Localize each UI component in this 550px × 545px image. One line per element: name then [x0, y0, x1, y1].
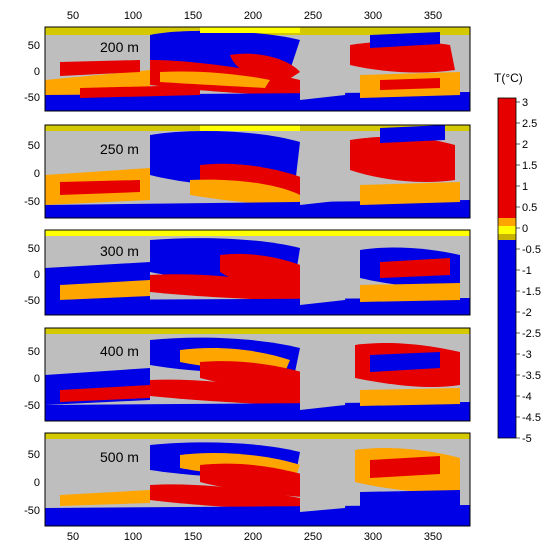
colorbar-cold-segment: [498, 240, 516, 438]
panel-300m-field: [45, 230, 470, 315]
panel-400m: 400 m 50 0 -50: [24, 327, 471, 422]
panel-250m-frame: [44, 124, 471, 219]
bottom-x-tick-label: 200: [244, 531, 262, 543]
panel-200m-frame: [44, 26, 471, 112]
colorbar-tick-label: 1.5: [522, 160, 537, 172]
y-tick-label: -50: [24, 92, 40, 104]
colorbar-tick-label: 2.5: [522, 118, 537, 130]
panel-500m-field: [45, 433, 470, 526]
panel-400m-frame: [44, 327, 471, 422]
colorbar-orange-segment: [498, 218, 516, 226]
top-x-tick-label: 300: [364, 10, 382, 22]
colorbar-tick-label: 2: [522, 139, 528, 151]
bottom-x-tick-label: 350: [424, 531, 442, 543]
colorbar-tick-label: -4.5: [522, 412, 541, 424]
panel-200m: 200 m 50 0 -50: [24, 26, 471, 112]
top-x-tick-label: 50: [67, 10, 79, 22]
colorbar-olive-segment: [498, 234, 516, 240]
top-x-tick-label: 200: [244, 10, 262, 22]
y-tick-label: -50: [24, 505, 40, 517]
top-x-tick-label: 350: [424, 10, 442, 22]
y-tick-label: 0: [34, 477, 40, 489]
colorbar-yellow-segment: [498, 226, 516, 234]
colorbar-tick-labels: 3 2.5 2 1.5 1 0.5 0 -0.5 -1 -1.5 -2 -2.5 -3 -3.5 -4 -4.…: [516, 97, 541, 445]
panel-400m-label: 400 m: [100, 343, 139, 359]
top-x-tick-labels: 50 100 150 200 250 300 350: [67, 10, 442, 22]
y-tick-label: 50: [28, 243, 40, 255]
colorbar-tick-label: -2.5: [522, 328, 541, 340]
y-tick-label: 50: [28, 449, 40, 461]
bottom-x-tick-label: 250: [304, 531, 322, 543]
y-tick-label: 50: [28, 346, 40, 358]
colorbar-tick-label: -3.5: [522, 370, 541, 382]
colorbar-tick-label: 0: [522, 223, 528, 235]
y-tick-label: -50: [24, 400, 40, 412]
panel-250m: 250 m 50 0 -50: [24, 124, 471, 219]
y-tick-label: -50: [24, 295, 40, 307]
colorbar-tick-label: 3: [522, 97, 528, 109]
panel-500m-frame: [44, 432, 471, 527]
colorbar-tick-label: -2: [522, 307, 532, 319]
panel-200m-field: [45, 27, 470, 111]
bottom-x-tick-label: 150: [184, 531, 202, 543]
colorbar-frame: [497, 97, 517, 439]
colorbar-tick-label: 1: [522, 181, 528, 193]
colorbar-tick-label: -3: [522, 349, 532, 361]
y-tick-label: 0: [34, 168, 40, 180]
y-tick-label: -50: [24, 196, 40, 208]
y-tick-label: 0: [34, 269, 40, 281]
colorbar-tick-label: -1.5: [522, 286, 541, 298]
y-tick-label: 0: [34, 373, 40, 385]
panel-500m-label: 500 m: [100, 449, 139, 465]
bottom-x-tick-labels: 50 100 150 200 250 300 350: [67, 531, 442, 543]
y-tick-label: 50: [28, 140, 40, 152]
top-x-tick-label: 250: [304, 10, 322, 22]
colorbar: T(°C) 3 2.5 2 1.5 1 0.5 0 -0.5 -1 -1.5 -2 -2.5 -3 -3.…: [494, 71, 541, 445]
colorbar-tick-label: 0.5: [522, 202, 537, 214]
bottom-x-tick-label: 50: [67, 531, 79, 543]
colorbar-warm-segment: [498, 98, 516, 218]
panel-300m: 300 m 50 0 -50: [24, 229, 471, 316]
colorbar-tick-label: -0.5: [522, 244, 541, 256]
bottom-x-tick-label: 300: [364, 531, 382, 543]
panel-300m-frame: [44, 229, 471, 316]
panel-250m-label: 250 m: [100, 141, 139, 157]
panel-250m-field: [45, 125, 470, 218]
top-x-tick-label: 100: [124, 10, 142, 22]
panel-500m: 500 m 50 0 -50: [24, 432, 471, 527]
y-tick-label: 0: [34, 66, 40, 78]
colorbar-tick-label: -4: [522, 391, 532, 403]
panel-300m-label: 300 m: [100, 243, 139, 259]
colorbar-tick-label: -5: [522, 433, 532, 445]
bottom-x-tick-label: 100: [124, 531, 142, 543]
panel-200m-label: 200 m: [100, 39, 139, 55]
panel-400m-field: [45, 328, 470, 421]
y-tick-label: 50: [28, 40, 40, 52]
top-x-tick-label: 150: [184, 10, 202, 22]
colorbar-tick-label: -1: [522, 265, 532, 277]
colorbar-title: T(°C): [494, 71, 523, 85]
